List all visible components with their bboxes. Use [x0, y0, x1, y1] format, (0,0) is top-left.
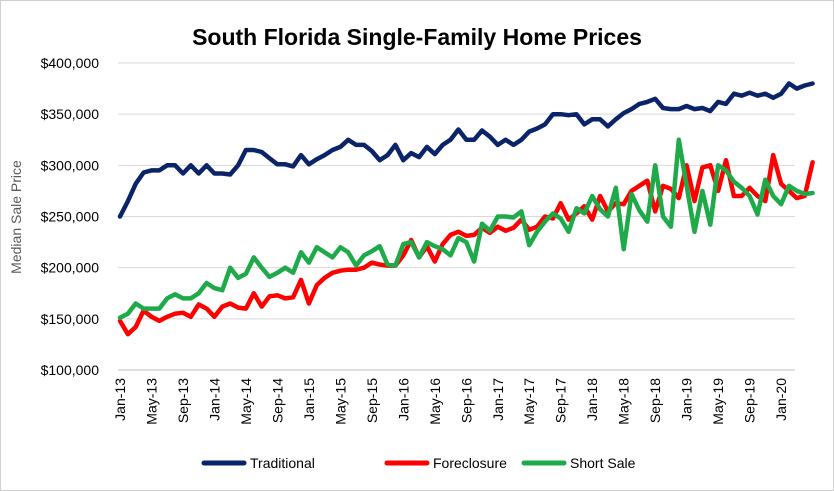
legend-label: Short Sale: [570, 455, 636, 471]
y-tick-label: $300,000: [41, 157, 100, 173]
x-tick-label: Sep-19: [742, 378, 758, 423]
x-tick-label: Jan-20: [773, 378, 789, 421]
series-line-traditional: [117, 81, 815, 219]
chart-title: South Florida Single-Family Home Prices: [192, 24, 642, 50]
x-tick-label: Jan-15: [301, 378, 317, 421]
x-tick-label: Jan-16: [395, 378, 411, 421]
x-tick-label: May-15: [332, 378, 348, 425]
series-lines: [117, 81, 815, 337]
x-tick-label: May-19: [710, 378, 726, 425]
x-tick-label: May-17: [521, 378, 537, 425]
x-tick-label: May-14: [238, 378, 254, 425]
x-tick-label: Jan-13: [112, 378, 128, 421]
x-tick-label: May-16: [427, 378, 443, 425]
y-tick-label: $250,000: [41, 209, 100, 225]
x-tick-label: May-13: [143, 378, 159, 425]
x-tick-label: Sep-18: [647, 378, 663, 423]
x-tick-label: Sep-13: [175, 378, 191, 423]
y-tick-label: $100,000: [41, 362, 100, 378]
series-line-foreclosure: [117, 152, 815, 337]
y-tick-label: $200,000: [41, 260, 100, 276]
y-tick-label: $350,000: [41, 106, 100, 122]
legend-label: Foreclosure: [433, 455, 507, 471]
legend: Traditional Foreclosure Short Sale: [201, 455, 636, 471]
x-tick-label: Sep-14: [269, 378, 285, 423]
x-tick-label: Sep-15: [364, 378, 380, 423]
x-tick-label: Jan-19: [679, 378, 695, 421]
legend-label: Traditional: [250, 455, 315, 471]
y-axis-label: Median Sale Price: [8, 160, 24, 274]
y-tick-label: $400,000: [41, 55, 100, 71]
x-tick-label: Jan-17: [490, 378, 506, 421]
x-tick-label: Jan-14: [206, 378, 222, 421]
x-tick-label: Sep-16: [458, 378, 474, 423]
x-tick-label: Jan-18: [584, 378, 600, 421]
x-tick-label: Sep-17: [553, 378, 569, 423]
y-tick-label: $150,000: [41, 311, 100, 327]
x-tick-label: May-18: [616, 378, 632, 425]
x-axis-tick-labels: Jan-13 May-13 Sep-13 Jan-14 May-14 Sep-14 Jan-…: [112, 378, 789, 425]
series-line-short-sale: [117, 137, 815, 321]
y-axis-tick-labels: $100,000 $150,000 $200,000 $250,000 $300,000…: [41, 55, 100, 378]
